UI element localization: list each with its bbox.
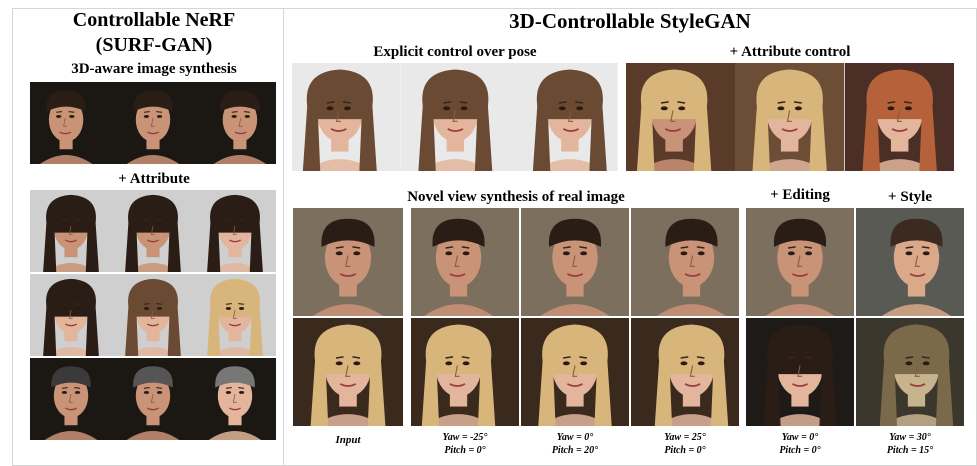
- caption-pitch-15: Pitch = 15°: [886, 445, 934, 456]
- caption-yaw-0-a: Yaw = 0°: [556, 432, 594, 443]
- left-subtitle: 3D-aware image synthesis: [71, 61, 237, 77]
- caption-yaw-0-b: Yaw = 0°: [781, 432, 819, 443]
- left-attribute-label: + Attribute: [118, 171, 190, 187]
- face-image: [30, 274, 112, 356]
- input-column: [293, 208, 403, 426]
- face-image: [112, 190, 194, 272]
- face-image: [631, 208, 739, 316]
- editing-label: + Editing: [770, 187, 830, 203]
- face-image: [194, 82, 276, 164]
- surfgan-row-attr2: [30, 274, 276, 356]
- editing-style-columns: [746, 208, 964, 426]
- column-separator: [283, 8, 284, 466]
- pose-control-row: [292, 63, 618, 171]
- left-title-line2: (SURF-GAN): [95, 34, 213, 56]
- face-image: [112, 274, 194, 356]
- face-image: [292, 63, 401, 171]
- face-image: [844, 63, 954, 171]
- surfgan-row-attr3: [30, 358, 276, 440]
- novel-view-columns: [411, 208, 739, 426]
- face-image: [509, 63, 618, 171]
- novel-view-label: Novel view synthesis of real image: [407, 189, 625, 205]
- face-image: [293, 318, 403, 426]
- caption-yaw-25: Yaw = 25°: [664, 432, 706, 443]
- face-image: [521, 318, 629, 426]
- face-image: [194, 274, 276, 356]
- face-image: [112, 358, 194, 440]
- face-image: [194, 190, 276, 272]
- right-title: 3D-Controllable StyleGAN: [509, 9, 751, 33]
- face-image: [112, 82, 194, 164]
- face-image: [30, 358, 112, 440]
- face-image: [30, 82, 112, 164]
- left-title-line1: Controllable NeRF: [72, 9, 236, 31]
- caption-yaw-neg25: Yaw = -25°: [442, 432, 488, 443]
- face-image: [735, 63, 845, 171]
- attribute-control-row: [626, 63, 954, 171]
- face-image: [30, 190, 112, 272]
- attribute-control-label: + Attribute control: [729, 44, 851, 60]
- style-label: + Style: [888, 189, 932, 205]
- surfgan-row-pose: [30, 82, 276, 164]
- face-image: [411, 318, 519, 426]
- face-image: [411, 208, 519, 316]
- face-image: [746, 318, 854, 426]
- caption-pitch-0-b: Pitch = 0°: [664, 445, 706, 456]
- face-image: [400, 63, 510, 171]
- surfgan-row-attr1: [30, 190, 276, 272]
- face-image: [631, 318, 739, 426]
- face-image: [194, 358, 276, 440]
- face-image: [856, 318, 964, 426]
- face-image: [746, 208, 854, 316]
- caption-pitch-0-c: Pitch = 0°: [779, 445, 821, 456]
- caption-pitch-20: Pitch = 20°: [551, 445, 599, 456]
- caption-input: Input: [335, 434, 361, 446]
- caption-yaw-30: Yaw = 30°: [889, 432, 931, 443]
- face-image: [521, 208, 629, 316]
- face-image: [856, 208, 964, 316]
- face-image: [626, 63, 736, 171]
- caption-pitch-0-a: Pitch = 0°: [444, 445, 486, 456]
- pose-label: Explicit control over pose: [373, 44, 537, 60]
- face-image: [293, 208, 403, 316]
